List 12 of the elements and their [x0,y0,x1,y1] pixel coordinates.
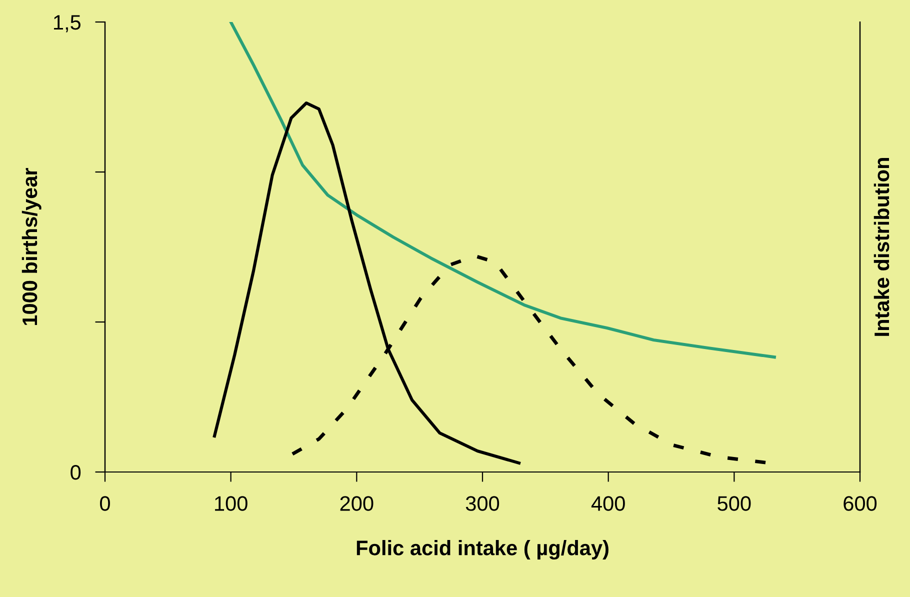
x-tick-label: 200 [340,496,374,511]
x-tick-label: 300 [466,496,500,511]
x-tick-label: 400 [591,496,625,511]
x-tick-label: 100 [215,496,248,511]
x-tick-label: 500 [718,496,751,511]
y-tick-label: 1,5 [54,15,81,32]
y-axis-title: 1000 births/year [22,168,42,326]
y2-axis-title: Intake distribution [874,158,890,336]
x-axis-title: Folic acid intake ( µg/day) [356,540,608,560]
x-tick-label: 0 [100,496,110,511]
x-tick-label: 600 [844,496,877,511]
line-series [229,22,776,359]
